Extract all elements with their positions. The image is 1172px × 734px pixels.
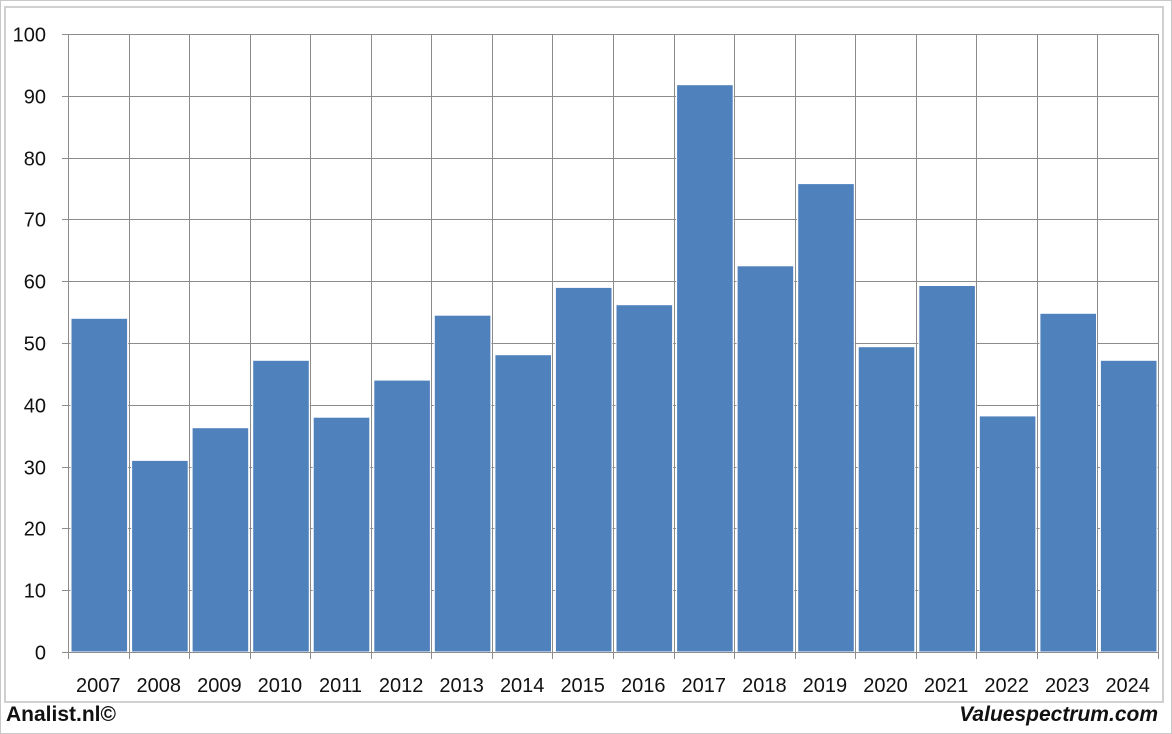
source-label-left: Analist.nl© xyxy=(6,703,116,726)
x-tick-label: 2013 xyxy=(439,675,484,697)
bar-2014 xyxy=(494,354,552,653)
x-tick-label: 2007 xyxy=(76,675,121,697)
y-tick-label: 30 xyxy=(24,458,46,480)
x-tick-label: 2015 xyxy=(560,675,605,697)
bar-2007 xyxy=(70,317,129,653)
x-tick-label: 2019 xyxy=(803,675,848,697)
bar-2009 xyxy=(191,427,250,653)
x-tick-label: 2018 xyxy=(742,675,787,697)
x-tick-label: 2017 xyxy=(682,675,727,697)
bar-2018 xyxy=(736,265,795,653)
y-tick-label: 60 xyxy=(24,272,46,294)
bars xyxy=(70,84,1158,653)
bar-2020 xyxy=(857,346,916,653)
x-tick-labels: 2007 2008 2009 2010 2011 2012 2013 2014 2015 2016… xyxy=(76,675,1150,697)
x-tick-label: 2022 xyxy=(984,675,1029,697)
x-tick-label: 2010 xyxy=(258,675,303,697)
x-tick-label: 2009 xyxy=(197,675,242,697)
bar-2013 xyxy=(433,314,492,653)
source-label-right: Valuespectrum.com xyxy=(959,703,1158,726)
bar-2023 xyxy=(1039,312,1098,653)
x-tick-label: 2016 xyxy=(621,675,666,697)
y-tick-label: 90 xyxy=(24,87,46,109)
bar-2021 xyxy=(918,285,976,653)
bar-2015 xyxy=(554,286,613,653)
x-tick-label: 2020 xyxy=(863,675,908,697)
bar-2011 xyxy=(312,416,371,653)
gridlines xyxy=(68,34,1159,652)
y-tick-label: 20 xyxy=(24,519,46,541)
y-tick-label: 100 xyxy=(13,25,46,47)
bar-2012 xyxy=(373,379,431,653)
bar-2010 xyxy=(252,359,310,653)
bar-2022 xyxy=(978,415,1037,653)
y-tick-label: 40 xyxy=(24,396,46,418)
bar-2008 xyxy=(131,459,189,653)
y-tick-label: 0 xyxy=(35,643,46,665)
x-tick-label: 2012 xyxy=(379,675,424,697)
x-tick-label: 2014 xyxy=(500,675,545,697)
y-tick-labels: 0 10 20 30 40 50 60 70 80 90 100 xyxy=(13,25,46,665)
x-tick-label: 2011 xyxy=(319,675,362,697)
bar-2024 xyxy=(1099,359,1158,653)
bar-2019 xyxy=(797,183,855,653)
x-tick-label: 2023 xyxy=(1045,675,1090,697)
axes xyxy=(62,34,1159,659)
y-tick-label: 80 xyxy=(24,149,46,171)
bar-2017 xyxy=(676,84,734,653)
x-tick-label: 2024 xyxy=(1105,675,1150,697)
y-tick-label: 10 xyxy=(24,581,46,603)
x-tick-label: 2008 xyxy=(137,675,182,697)
y-tick-label: 70 xyxy=(24,210,46,232)
y-tick-label: 50 xyxy=(24,334,46,356)
x-tick-label: 2021 xyxy=(924,675,969,697)
bar-2016 xyxy=(615,304,674,653)
